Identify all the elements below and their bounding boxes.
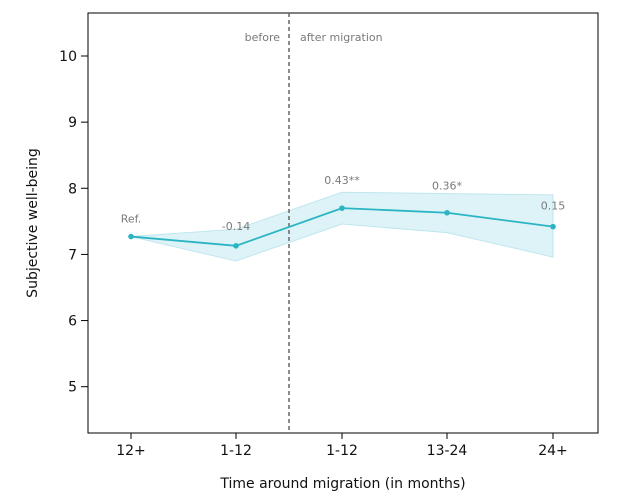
y-tick-label: 5 — [68, 380, 77, 396]
series-layer — [128, 205, 556, 249]
y-tick-label: 8 — [68, 181, 77, 197]
y-axis: 5 6 7 8 9 10 — [59, 49, 88, 396]
data-point — [233, 243, 239, 249]
confidence-band — [130, 191, 554, 262]
x-tick-label: 13-24 — [427, 443, 468, 459]
x-axis: 12+ 1-12 1-12 13-24 24+ — [116, 433, 568, 459]
y-axis-title: Subjective well-being — [25, 148, 41, 298]
ci-band-layer — [130, 191, 554, 262]
x-tick-label: 1-12 — [220, 443, 252, 459]
x-axis-title: Time around migration (in months) — [219, 476, 465, 492]
data-point — [550, 223, 556, 230]
y-tick-label: 6 — [68, 314, 77, 330]
period-before-label: before — [245, 31, 281, 44]
data-label: 0.43** — [324, 174, 360, 187]
data-label: 0.15 — [541, 200, 566, 213]
data-point — [444, 209, 450, 216]
data-label: Ref. — [121, 213, 142, 226]
x-tick-label: 1-12 — [326, 443, 358, 459]
data-label: 0.36* — [432, 180, 462, 193]
data-point — [339, 205, 345, 211]
data-point — [128, 233, 134, 240]
y-tick-label: 10 — [59, 49, 77, 65]
period-after-label: after migration — [300, 31, 383, 44]
x-tick-label: 12+ — [116, 443, 146, 459]
x-tick-label: 24+ — [538, 443, 568, 459]
plot-frame — [87, 12, 599, 434]
y-tick-label: 9 — [68, 115, 77, 131]
data-label: -0.14 — [222, 220, 250, 233]
annotation-layer: Ref. -0.14 0.43** 0.36* 0.15 — [121, 174, 566, 233]
y-tick-label: 7 — [68, 247, 77, 263]
